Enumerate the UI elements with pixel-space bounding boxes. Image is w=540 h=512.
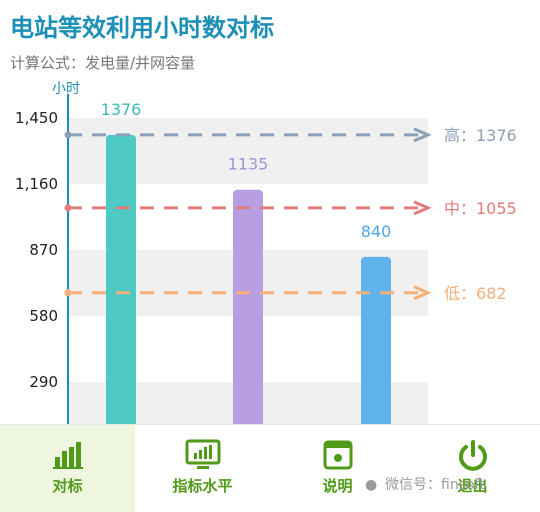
tab-description[interactable]: 说明 [270,425,405,512]
reference-line-label: 中：1055 [444,199,517,218]
bar [233,189,263,424]
document-icon [323,440,352,470]
watermark-text: 微信号：finsoft [385,477,485,493]
bar [106,134,136,424]
reference-arrow-icon [413,127,432,143]
tab-indicator-level-label: 指标水平 [172,477,233,495]
wechat-watermark: ● 微信号：finsoft [365,474,485,494]
bar-chart-icon [52,442,83,469]
tab-indicator-level[interactable]: 指标水平 [135,425,270,512]
utilization-hours-chart: 1376 1135 840 290 580 870 1,160 1,450 高：1376 中：10… [15,94,517,424]
bar-value-label: 1376 [101,100,142,119]
reference-line-label: 低：682 [444,284,507,303]
tab-exit[interactable]: 退出 [405,425,540,512]
wechat-icon: ● [365,477,378,493]
tab-exit-label: 退出 [457,477,488,495]
y-tick-label: 1,160 [15,175,58,193]
formula-subtitle: 计算公式：发电量/并网容量 [10,54,196,72]
bar [361,256,391,424]
reference-line-label: 高：1376 [444,126,517,145]
tab-description-label: 说明 [322,477,353,495]
bottom-toolbar: 对标 指标水平 说明 退出 [0,424,540,512]
page-title: 电站等效利用小时数对标 [10,14,274,42]
tab-benchmark-label: 对标 [52,477,83,495]
power-icon [458,440,487,471]
y-tick-label: 870 [29,241,58,259]
bar-value-label: 1135 [228,155,269,174]
reference-arrow-icon [413,285,432,301]
tab-benchmark[interactable]: 对标 [0,425,135,512]
reference-arrow-icon [413,200,432,216]
y-tick-label: 1,450 [15,109,58,127]
bar-value-label: 840 [361,222,392,241]
monitor-chart-icon [185,439,220,469]
y-tick-label: 580 [29,307,58,325]
y-axis-unit-label: 小时 [52,81,80,97]
y-tick-label: 290 [29,373,58,391]
